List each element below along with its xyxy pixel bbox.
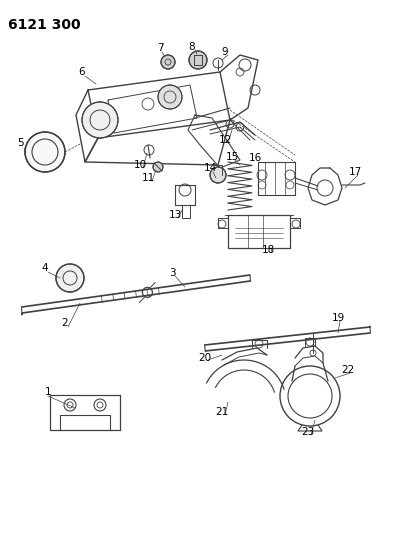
Circle shape	[56, 264, 84, 292]
Text: 12: 12	[218, 135, 232, 145]
Text: 8: 8	[188, 42, 195, 52]
Circle shape	[158, 85, 182, 109]
Text: 23: 23	[302, 427, 315, 437]
Text: 5: 5	[17, 138, 23, 148]
Text: 17: 17	[348, 167, 361, 177]
Text: 21: 21	[215, 407, 228, 417]
Circle shape	[25, 132, 65, 172]
Text: 15: 15	[225, 152, 239, 162]
Text: 1: 1	[45, 387, 51, 397]
Text: 22: 22	[341, 365, 355, 375]
Text: 4: 4	[42, 263, 48, 273]
Circle shape	[189, 51, 207, 69]
Text: 3: 3	[169, 268, 175, 278]
Circle shape	[153, 162, 163, 172]
Circle shape	[82, 102, 118, 138]
Text: 18: 18	[262, 245, 275, 255]
Text: 6: 6	[79, 67, 85, 77]
Text: 16: 16	[248, 153, 262, 163]
Circle shape	[161, 55, 175, 69]
Text: 19: 19	[331, 313, 345, 323]
Text: 14: 14	[203, 163, 217, 173]
Text: 9: 9	[222, 47, 228, 57]
Text: 10: 10	[133, 160, 146, 170]
Text: 13: 13	[169, 210, 182, 220]
Text: 11: 11	[142, 173, 155, 183]
Circle shape	[210, 167, 226, 183]
Text: 2: 2	[62, 318, 68, 328]
Text: 20: 20	[198, 353, 212, 363]
Text: 6121 300: 6121 300	[8, 18, 81, 32]
Text: 7: 7	[157, 43, 163, 53]
